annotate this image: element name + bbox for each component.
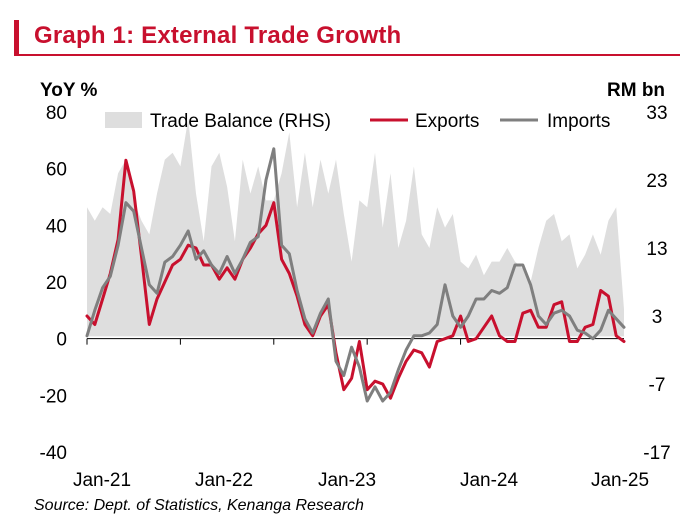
y-tick-label: 0 bbox=[56, 330, 67, 351]
right-axis-unit: RM bn bbox=[607, 80, 666, 101]
title-accent-bar bbox=[14, 20, 19, 54]
title-underline bbox=[14, 54, 680, 56]
trade-balance-area bbox=[87, 118, 624, 337]
x-tick-label: Jan-25 bbox=[591, 470, 649, 491]
legend-label-exports: Exports bbox=[415, 111, 479, 132]
x-tick-label: Jan-23 bbox=[318, 470, 376, 491]
chart-title: Graph 1: External Trade Growth bbox=[34, 22, 402, 49]
y2-tick-label: 3 bbox=[652, 307, 663, 328]
trade-balance-layer bbox=[87, 118, 624, 337]
legend-label-trade: Trade Balance (RHS) bbox=[150, 111, 331, 132]
legend-swatch-trade-balance bbox=[105, 112, 142, 128]
x-tick-label: Jan-22 bbox=[195, 470, 253, 491]
tick-labels: -40 -20 0 20 40 60 80 -17 -7 3 13 23 33 Jan-21 Jan-22 J… bbox=[40, 103, 671, 491]
y-tick-label: 80 bbox=[46, 103, 67, 124]
legend-label-imports: Imports bbox=[547, 111, 610, 132]
y-tick-label: 40 bbox=[46, 216, 67, 237]
y-tick-label: -40 bbox=[40, 443, 67, 464]
source-note: Source: Dept. of Statistics, Kenanga Res… bbox=[34, 497, 364, 514]
y2-tick-label: 23 bbox=[646, 171, 667, 192]
y-tick-label: 60 bbox=[46, 160, 67, 181]
y2-tick-label: -7 bbox=[649, 375, 666, 396]
x-tick-label: Jan-24 bbox=[460, 470, 519, 491]
y-tick-label: -20 bbox=[40, 386, 67, 407]
x-tick-label: Jan-21 bbox=[73, 470, 131, 491]
y2-tick-label: 13 bbox=[646, 239, 667, 260]
series-line-imports bbox=[85, 147, 626, 403]
y2-tick-label: 33 bbox=[646, 103, 667, 124]
y-tick-label: 20 bbox=[46, 273, 67, 294]
line-series-layer bbox=[85, 147, 626, 403]
left-axis-unit: YoY % bbox=[40, 80, 98, 101]
legend: Trade Balance (RHS) Exports Imports bbox=[105, 111, 610, 132]
axes bbox=[86, 338, 624, 345]
y2-tick-label: -17 bbox=[643, 443, 670, 464]
